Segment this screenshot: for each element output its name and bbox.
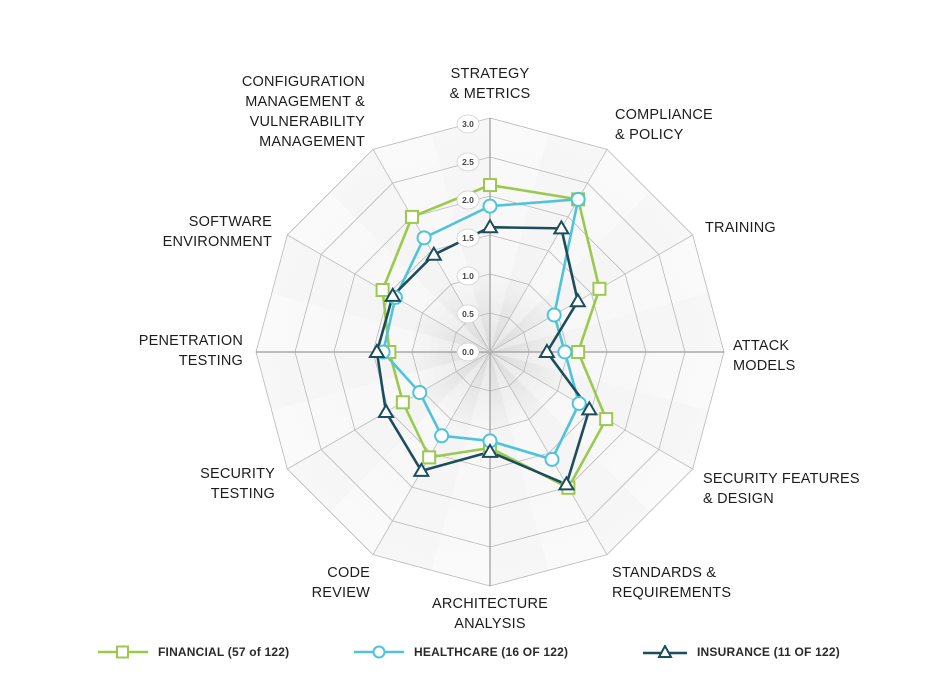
data-point-healthcare	[544, 451, 560, 467]
tick-badge	[456, 190, 480, 210]
axis-label: TRAINING	[705, 220, 776, 236]
tick-label: 2.0	[462, 195, 474, 205]
data-point-insurance	[412, 461, 431, 477]
data-point-insurance	[377, 403, 395, 419]
legend-marker-square-icon	[98, 645, 148, 659]
grid-facet	[256, 293, 490, 352]
grid-spoke	[489, 234, 693, 353]
grid-facet	[490, 118, 549, 352]
axis-label: SOFTWARE ENVIRONMENT	[163, 214, 272, 250]
data-point-insurance	[425, 245, 443, 261]
legend-marker-triangle-icon	[643, 645, 687, 658]
grid-facet	[490, 352, 724, 411]
data-point-healthcare	[571, 395, 587, 411]
tick-badge	[456, 266, 480, 286]
data-point-insurance	[552, 219, 571, 235]
legend-label-financial: FINANCIAL (57 of 122)	[158, 645, 290, 659]
data-point-financial	[599, 412, 614, 427]
axis-label: PENETRATION TESTING	[139, 333, 243, 369]
tick-label: 2.5	[462, 157, 474, 167]
data-point-financial	[483, 178, 497, 193]
data-point-healthcare	[557, 344, 573, 360]
grid-spoke	[489, 149, 608, 353]
data-point-healthcare	[416, 230, 432, 246]
tick-label: 1.0	[462, 271, 474, 281]
axis-label: STRATEGY & METRICS	[450, 66, 531, 102]
axis-label: STANDARDS & REQUIREMENTS	[612, 565, 731, 601]
axis-label: CONFIGURATION MANAGEMENT & VULNERABILITY MA…	[242, 74, 365, 150]
legend-item-financial: FINANCIAL (57 of 122)	[98, 645, 289, 659]
axis-label: ATTACK MODELS	[733, 338, 795, 374]
data-point-insurance	[557, 475, 576, 491]
data-point-financial	[395, 395, 410, 410]
axis-label: CODE REVIEW	[312, 565, 371, 601]
tick-label: 0.5	[462, 309, 474, 319]
data-point-financial	[422, 450, 437, 465]
tick-label: 3.0	[462, 119, 474, 129]
data-point-insurance	[580, 400, 599, 416]
tick-badge	[456, 152, 480, 172]
tick-badge	[456, 304, 480, 324]
data-point-healthcare	[546, 307, 562, 323]
tick-label: 0.0	[462, 347, 474, 357]
data-point-insurance	[569, 292, 587, 308]
tick-badge	[456, 342, 480, 362]
axis-label: SECURITY FEATURES & DESIGN	[703, 471, 860, 507]
grid-facet	[490, 352, 693, 512]
legend-label-insurance: INSURANCE (11 OF 122)	[697, 645, 840, 659]
data-point-financial	[571, 345, 586, 359]
data-point-insurance	[481, 218, 499, 234]
data-point-financial	[592, 281, 607, 296]
data-point-insurance	[383, 286, 402, 302]
data-point-healthcare	[570, 191, 586, 207]
grid-facet	[271, 352, 490, 469]
data-point-insurance	[481, 442, 499, 458]
grid-facet	[373, 133, 490, 352]
axis-label: COMPLIANCE & POLICY	[615, 107, 713, 143]
data-point-financial	[375, 282, 390, 297]
data-point-healthcare	[482, 198, 498, 214]
legend-label-healthcare: HEALTHCARE (16 OF 122)	[414, 645, 569, 659]
tick-badge	[456, 114, 480, 134]
data-point-financial	[405, 209, 419, 224]
tick-label: 1.5	[462, 233, 474, 243]
data-point-healthcare	[412, 385, 428, 401]
axis-label: ARCHITECTURE ANALYSIS	[432, 596, 548, 632]
legend-item-insurance: INSURANCE (11 OF 122)	[643, 645, 840, 659]
data-point-healthcare	[434, 428, 450, 444]
legend-item-healthcare: HEALTHCARE (16 OF 122)	[354, 645, 568, 659]
legend-marker-circle-icon	[354, 645, 404, 659]
axis-label: SECURITY TESTING	[200, 466, 275, 502]
data-point-insurance	[538, 343, 556, 358]
tick-badge	[456, 228, 480, 248]
grid-facet	[431, 352, 490, 586]
grid-facet	[490, 149, 650, 352]
data-point-insurance	[368, 343, 386, 358]
